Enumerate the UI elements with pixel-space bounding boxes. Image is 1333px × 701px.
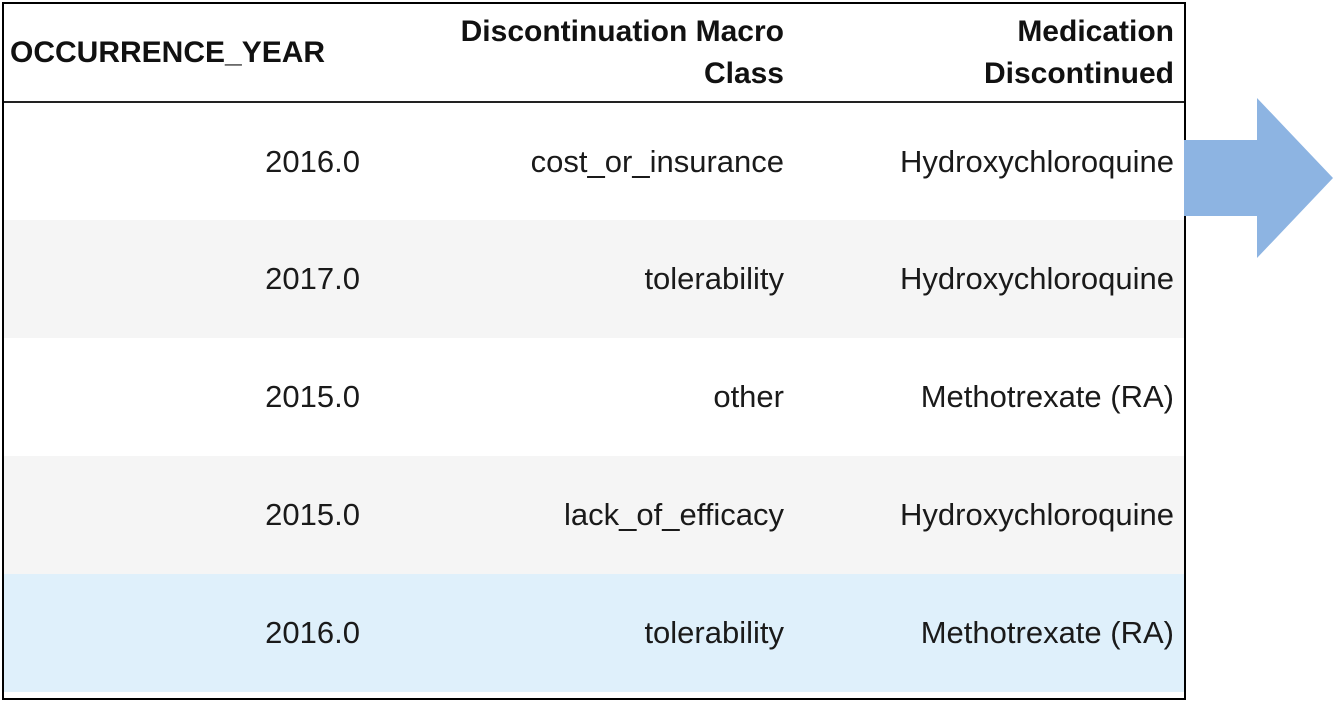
arrow-shape	[1184, 98, 1333, 258]
column-header-medication-discontinued[interactable]: Medication Discontinued	[794, 4, 1184, 103]
column-header-line: OCCURRENCE_YEAR	[10, 35, 326, 69]
cell-medication: Hydroxychloroquine	[794, 102, 1184, 220]
cell-medication: Hydroxychloroquine	[794, 220, 1184, 338]
cell-occurrence-year: 2016.0	[4, 574, 370, 692]
cell-occurrence-year: 2015.0	[4, 456, 370, 574]
dataframe-table: OCCURRENCE_YEAR Discontinuation Macro Cl…	[4, 4, 1184, 692]
cell-occurrence-year: 2015.0	[4, 338, 370, 456]
cell-macro-class: cost_or_insurance	[370, 102, 794, 220]
table-body: 2016.0 cost_or_insurance Hydroxychloroqu…	[4, 102, 1184, 692]
column-header-line: Discontinued	[983, 56, 1174, 90]
cell-occurrence-year: 2017.0	[4, 220, 370, 338]
column-header-line: Medication	[1017, 14, 1174, 48]
table-header: OCCURRENCE_YEAR Discontinuation Macro Cl…	[4, 4, 1184, 103]
table-row[interactable]: 2016.0 cost_or_insurance Hydroxychloroqu…	[4, 102, 1184, 220]
cell-macro-class: tolerability	[370, 574, 794, 692]
cell-occurrence-year: 2016.0	[4, 102, 370, 220]
table-row[interactable]: 2015.0 other Methotrexate (RA)	[4, 338, 1184, 456]
cell-macro-class: other	[370, 338, 794, 456]
cell-medication: Hydroxychloroquine	[794, 456, 1184, 574]
cell-macro-class: lack_of_efficacy	[370, 456, 794, 574]
cell-medication: Methotrexate (RA)	[794, 338, 1184, 456]
column-header-line: Discontinuation Macro	[460, 14, 784, 48]
right-arrow-icon	[1184, 98, 1333, 258]
column-header-line: Class	[703, 56, 784, 90]
header-row: OCCURRENCE_YEAR Discontinuation Macro Cl…	[4, 4, 1184, 103]
dataframe-frame: OCCURRENCE_YEAR Discontinuation Macro Cl…	[2, 2, 1186, 700]
table-row[interactable]: 2017.0 tolerability Hydroxychloroquine	[4, 220, 1184, 338]
column-header-discontinuation-macro-class[interactable]: Discontinuation Macro Class	[370, 4, 794, 103]
cell-medication: Methotrexate (RA)	[794, 574, 1184, 692]
column-header-occurrence-year[interactable]: OCCURRENCE_YEAR	[4, 4, 370, 103]
table-row[interactable]: 2015.0 lack_of_efficacy Hydroxychloroqui…	[4, 456, 1184, 574]
table-row-highlighted[interactable]: 2016.0 tolerability Methotrexate (RA)	[4, 574, 1184, 692]
cell-macro-class: tolerability	[370, 220, 794, 338]
